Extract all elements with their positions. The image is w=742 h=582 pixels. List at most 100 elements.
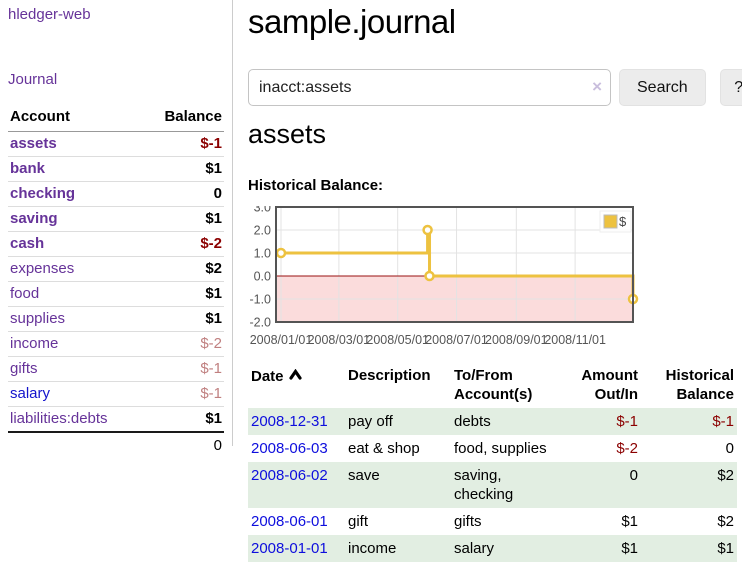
register-header-balance: Historical Balance xyxy=(665,367,734,403)
account-row: bank $1 xyxy=(8,156,224,182)
transaction-description-cell: gift xyxy=(348,513,369,530)
plot-border xyxy=(275,206,634,323)
transaction-amount-cell: $1 xyxy=(621,513,638,530)
accounts-total-value: 0 xyxy=(142,431,224,458)
accounts-total-row: 0 xyxy=(8,431,224,458)
account-balance: $-1 xyxy=(142,131,224,157)
y-tick-label: -2.0 xyxy=(249,316,271,330)
account-row: supplies $1 xyxy=(8,306,224,332)
y-tick-label: 0.0 xyxy=(254,270,271,284)
account-link[interactable]: gifts xyxy=(10,360,38,377)
account-link[interactable]: liabilities:debts xyxy=(10,410,108,427)
sort-ascending-icon xyxy=(288,366,302,385)
search-input[interactable] xyxy=(248,69,611,106)
account-name-cell: liabilities:debts xyxy=(8,406,143,433)
account-name-cell: gifts xyxy=(8,356,143,382)
account-link[interactable]: salary xyxy=(10,385,51,402)
transaction-date-cell: 2008-06-03 xyxy=(248,435,345,462)
register-header-date-label: Date xyxy=(251,368,284,385)
transaction-description-cell: save xyxy=(348,467,380,484)
clear-search-icon[interactable]: × xyxy=(592,77,602,96)
accounts-total-spacer xyxy=(8,431,143,458)
x-tick-label: 2008/07/01 xyxy=(425,333,488,347)
transaction-description-cell: pay off xyxy=(348,413,393,430)
transaction-date-cell: 2008-06-01 xyxy=(248,508,345,535)
y-tick-label: -1.0 xyxy=(249,293,271,307)
transaction-amount-cell: $1 xyxy=(621,540,638,557)
register-header-description: Description xyxy=(348,367,431,384)
account-link[interactable]: assets xyxy=(10,135,57,152)
help-button[interactable]: ? xyxy=(719,69,742,106)
account-row: income $-2 xyxy=(8,331,224,357)
x-tick-label: 2008/09/01 xyxy=(485,333,548,347)
search-input-wrap: × xyxy=(248,69,611,106)
brand-link[interactable]: hledger-web xyxy=(8,6,91,23)
register-header-date[interactable]: Date xyxy=(248,362,345,408)
transaction-amount-cell: $-2 xyxy=(616,440,638,457)
account-row: food $1 xyxy=(8,281,224,307)
transaction-date-cell: 2008-12-31 xyxy=(248,408,345,435)
historical-balance-chart: $3.0 2.0 1.0 0.0 -1.0 -2.0 2008/01/01 2008/03/0… xyxy=(242,201,642,349)
account-title: assets xyxy=(248,119,327,149)
account-name-cell: cash xyxy=(8,231,143,257)
transaction-date-link[interactable]: 2008-06-03 xyxy=(251,440,328,457)
search-button[interactable]: Search xyxy=(619,69,706,106)
account-name-cell: salary xyxy=(8,381,143,407)
sidebar: hledger-web Journal Account Balance asse… xyxy=(0,0,233,458)
x-tick-label: 2008/11/01 xyxy=(544,333,606,347)
transaction-balance-cell: $-1 xyxy=(712,413,734,430)
account-link[interactable]: food xyxy=(10,285,40,302)
x-tick-label: 2008/01/01 xyxy=(250,333,313,347)
transaction-row: 2008-12-31 pay off debts $-1 $-1 xyxy=(248,408,737,435)
account-name-cell: supplies xyxy=(8,306,143,332)
account-balance: $-2 xyxy=(142,331,224,357)
account-balance: $2 xyxy=(142,256,224,282)
account-balance: $1 xyxy=(142,156,224,182)
account-link[interactable]: bank xyxy=(10,160,46,177)
transaction-accounts-cell: saving, checking xyxy=(454,467,514,503)
account-link[interactable]: supplies xyxy=(10,310,66,327)
account-balance: $1 xyxy=(142,206,224,232)
register-header-accounts: To/From Account(s) xyxy=(454,367,533,403)
transaction-description-cell: eat & shop xyxy=(348,440,420,457)
transaction-balance-cell: $2 xyxy=(717,513,734,530)
transaction-accounts-cell: salary xyxy=(454,540,495,557)
transaction-date-link[interactable]: 2008-06-01 xyxy=(251,513,328,530)
account-row: saving $1 xyxy=(8,206,224,232)
transaction-accounts-cell: food, supplies xyxy=(454,440,547,457)
transaction-date-link[interactable]: 2008-06-02 xyxy=(251,467,328,484)
transaction-date-link[interactable]: 2008-01-01 xyxy=(251,540,328,557)
account-balance: $1 xyxy=(142,306,224,332)
account-link[interactable]: saving xyxy=(10,210,58,227)
transaction-balance-cell: $2 xyxy=(717,467,734,484)
data-point-marker[interactable] xyxy=(424,270,435,282)
account-balance: $-2 xyxy=(142,231,224,257)
x-tick-label: 2008/03/01 xyxy=(308,333,371,347)
transaction-row: 2008-06-01 gift gifts $1 $2 xyxy=(248,508,737,535)
account-link[interactable]: checking xyxy=(10,185,76,202)
account-name-cell: expenses xyxy=(8,256,143,282)
account-row: salary $-1 xyxy=(8,381,224,407)
nav-journal-link[interactable]: Journal xyxy=(8,71,58,88)
data-point-marker[interactable] xyxy=(275,247,287,259)
account-balance: $-1 xyxy=(142,381,224,407)
transaction-date-cell: 2008-06-02 xyxy=(248,462,345,508)
account-link[interactable]: cash xyxy=(10,235,45,252)
transaction-row: 2008-06-03 eat & shop food, supplies $-2 0 xyxy=(248,435,737,462)
transaction-balance-cell: 0 xyxy=(725,440,734,457)
account-row: liabilities:debts $1 xyxy=(8,406,224,433)
account-link[interactable]: expenses xyxy=(10,260,75,277)
account-name-cell: saving xyxy=(8,206,143,232)
account-balance: 0 xyxy=(142,181,224,207)
accounts-header-row: Account Balance xyxy=(8,104,224,132)
transaction-balance-cell: $1 xyxy=(717,540,734,557)
page-title: sample.journal xyxy=(248,3,456,40)
transaction-amount-cell: $-1 xyxy=(616,413,638,430)
transaction-date-link[interactable]: 2008-12-31 xyxy=(251,413,328,430)
y-tick-label: 1.0 xyxy=(254,247,271,261)
account-link[interactable]: income xyxy=(10,335,59,352)
accounts-header-account: Account xyxy=(8,104,143,132)
account-balance: $1 xyxy=(142,281,224,307)
account-name-cell: food xyxy=(8,281,143,307)
data-point-marker[interactable] xyxy=(422,224,433,236)
